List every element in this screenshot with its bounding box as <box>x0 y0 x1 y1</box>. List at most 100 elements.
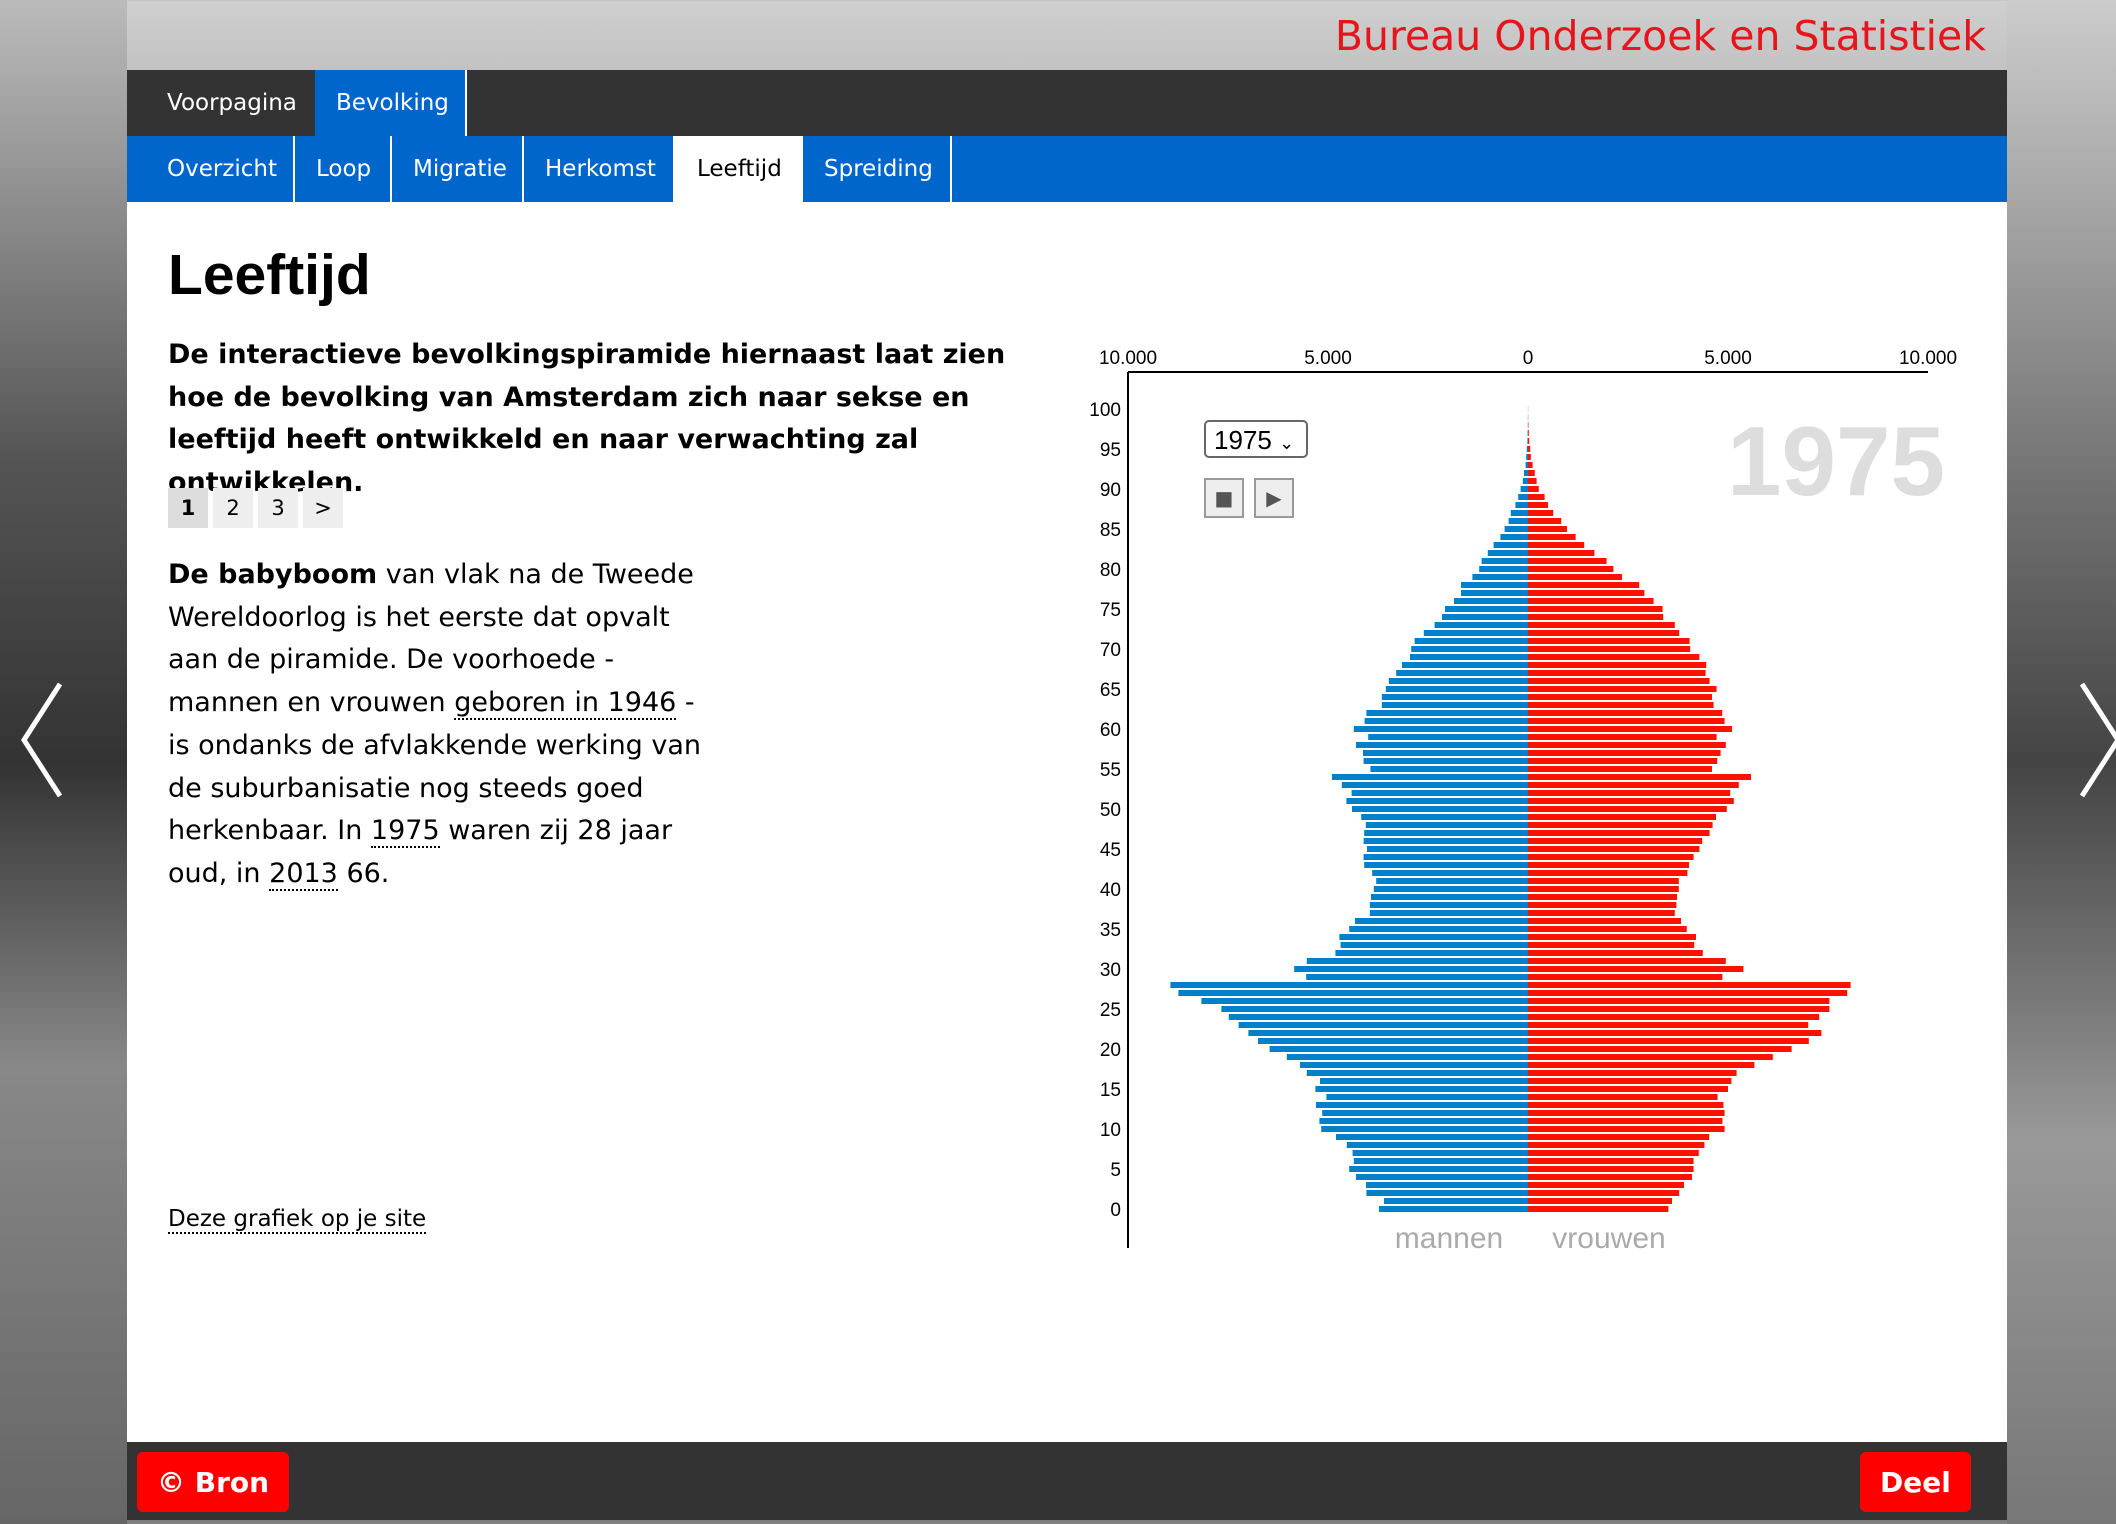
female-bar-age-39 <box>1528 894 1677 900</box>
male-bar-age-82 <box>1487 550 1528 556</box>
page-2-button[interactable]: 2 <box>213 488 253 528</box>
y-tick-label: 50 <box>1100 800 1121 821</box>
female-bar-age-40 <box>1528 886 1679 892</box>
female-bar-age-23 <box>1528 1022 1809 1028</box>
stop-button[interactable]: ■ <box>1204 478 1244 518</box>
female-bar-age-46 <box>1528 838 1703 844</box>
male-bar-age-51 <box>1346 798 1528 804</box>
main-nav: Voorpagina Bevolking <box>127 70 2007 136</box>
female-bar-age-96 <box>1528 438 1530 444</box>
sub-nav: Overzicht Loop Migratie Herkomst Leeftij… <box>127 136 2007 202</box>
female-bar-age-82 <box>1528 550 1595 556</box>
female-bar-age-51 <box>1528 798 1734 804</box>
female-bar-age-77 <box>1528 590 1645 596</box>
year-select[interactable]: 1975 ⌄ <box>1204 420 1308 458</box>
subtab-leeftijd[interactable]: Leeftijd <box>675 136 803 202</box>
subtab-migratie[interactable]: Migratie <box>392 136 524 202</box>
subtab-herkomst[interactable]: Herkomst <box>524 136 675 202</box>
female-bar-age-11 <box>1528 1118 1723 1124</box>
link-2013[interactable]: 2013 <box>269 857 338 891</box>
male-bar-age-95 <box>1526 446 1528 452</box>
male-bar-age-89 <box>1518 494 1528 500</box>
male-bar-age-73 <box>1434 622 1528 628</box>
female-bar-age-0 <box>1528 1206 1669 1212</box>
background-photo-right <box>2007 0 2116 1524</box>
male-bar-age-17 <box>1306 1070 1528 1076</box>
female-bar-age-73 <box>1528 622 1675 628</box>
female-bar-age-3 <box>1528 1182 1684 1188</box>
tab-bevolking[interactable]: Bevolking <box>315 70 467 136</box>
play-icon: ▶ <box>1266 486 1282 510</box>
y-tick-label: 70 <box>1100 640 1121 661</box>
female-bar-age-49 <box>1528 814 1716 820</box>
male-bar-age-86 <box>1508 518 1528 524</box>
female-bar-age-59 <box>1528 734 1717 740</box>
female-bar-age-35 <box>1528 926 1687 932</box>
page-3-button[interactable]: 3 <box>258 488 298 528</box>
male-bar-age-91 <box>1522 478 1528 484</box>
male-bar-age-66 <box>1388 678 1528 684</box>
male-bar-age-35 <box>1349 926 1528 932</box>
body-text-2: - is ondanks de afvlakkende werking van … <box>168 687 702 847</box>
male-bar-age-38 <box>1369 902 1528 908</box>
female-bar-age-67 <box>1528 670 1706 676</box>
female-bar-age-14 <box>1528 1094 1718 1100</box>
male-bar-age-6 <box>1353 1158 1528 1164</box>
female-bar-age-57 <box>1528 750 1721 756</box>
female-bar-age-83 <box>1528 542 1585 548</box>
female-bar-age-16 <box>1528 1078 1732 1084</box>
share-button[interactable]: Deel <box>1860 1452 1971 1512</box>
male-bar-age-30 <box>1294 966 1528 972</box>
male-bar-age-16 <box>1320 1078 1528 1084</box>
next-arrow-icon[interactable] <box>2076 680 2116 800</box>
female-bar-age-43 <box>1528 862 1689 868</box>
subtab-overzicht[interactable]: Overzicht <box>127 136 295 202</box>
y-tick-label: 30 <box>1100 960 1121 981</box>
y-tick-label: 55 <box>1100 760 1121 781</box>
male-bar-age-76 <box>1454 598 1528 604</box>
subtab-loop[interactable]: Loop <box>295 136 392 202</box>
play-button[interactable]: ▶ <box>1254 478 1294 518</box>
male-bar-age-54 <box>1332 774 1528 780</box>
female-bar-age-32 <box>1528 950 1703 956</box>
female-bar-age-81 <box>1528 558 1607 564</box>
male-bar-age-68 <box>1402 662 1528 668</box>
legend-mannen: mannen <box>1395 1222 1503 1255</box>
female-bar-age-76 <box>1528 598 1654 604</box>
y-tick-label: 0 <box>1110 1200 1121 1221</box>
subtab-spreiding[interactable]: Spreiding <box>803 136 952 202</box>
female-bar-age-13 <box>1528 1102 1724 1108</box>
female-bar-age-93 <box>1528 462 1533 468</box>
male-bar-age-21 <box>1258 1038 1528 1044</box>
female-bar-age-58 <box>1528 742 1726 748</box>
female-bar-age-54 <box>1528 774 1751 780</box>
source-button[interactable]: © Bron <box>137 1452 290 1512</box>
male-bar-age-13 <box>1316 1102 1528 1108</box>
previous-arrow-icon[interactable] <box>18 680 68 800</box>
embed-link[interactable]: Deze grafiek op je site <box>168 1206 427 1234</box>
male-bar-age-96 <box>1527 438 1528 444</box>
male-bar-age-64 <box>1381 694 1528 700</box>
page-1-button[interactable]: 1 <box>168 488 208 528</box>
male-bar-age-69 <box>1410 654 1528 660</box>
female-bar-age-56 <box>1528 758 1718 764</box>
male-bar-age-10 <box>1321 1126 1528 1132</box>
tab-voorpagina[interactable]: Voorpagina <box>167 90 297 116</box>
male-bar-age-22 <box>1248 1030 1528 1036</box>
male-bar-age-56 <box>1363 758 1528 764</box>
male-bar-age-63 <box>1381 702 1528 708</box>
male-bar-age-65 <box>1385 686 1528 692</box>
link-born-1946[interactable]: geboren in 1946 <box>454 687 677 721</box>
male-bar-age-15 <box>1315 1086 1528 1092</box>
male-bar-age-20 <box>1269 1046 1528 1052</box>
female-bar-age-74 <box>1528 614 1664 620</box>
female-bar-age-15 <box>1528 1086 1728 1092</box>
link-1975[interactable]: 1975 <box>370 815 440 849</box>
female-bar-age-53 <box>1528 782 1739 788</box>
next-page-button[interactable]: > <box>303 488 343 528</box>
male-bar-age-44 <box>1363 854 1528 860</box>
female-bar-age-86 <box>1528 518 1562 524</box>
female-bar-age-50 <box>1528 806 1727 812</box>
male-bar-age-87 <box>1510 510 1528 516</box>
male-bar-age-11 <box>1319 1118 1528 1124</box>
